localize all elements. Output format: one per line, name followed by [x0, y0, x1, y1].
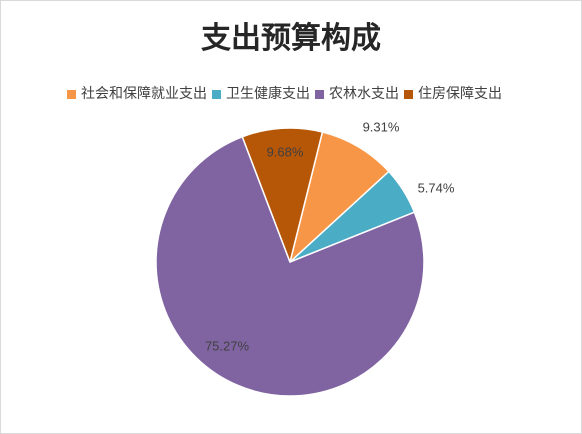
- legend-item-social-security-employment: 社会和保障就业支出: [67, 84, 207, 104]
- data-label-housing-security: 9.68%: [267, 145, 304, 160]
- legend-swatch-health: [212, 89, 221, 99]
- legend-swatch-agriculture-forestry-water: [315, 89, 324, 99]
- data-label-health: 5.74%: [418, 181, 455, 196]
- legend-label-housing-security: 住房保障支出: [418, 86, 502, 102]
- pie-data-labels: 9.31% 5.74% 75.27% 9.68%: [205, 120, 455, 354]
- data-label-agriculture-forestry-water: 75.27%: [205, 339, 250, 354]
- legend-swatch-housing-security: [404, 89, 413, 99]
- pie-slice-agriculture-forestry-water: [155, 136, 425, 397]
- legend-swatch-social-security-employment: [67, 89, 76, 99]
- chart-title: 支出预算构成: [201, 21, 381, 56]
- legend-item-housing-security: 住房保障支出: [404, 84, 502, 104]
- pie-slice-housing-security: [241, 127, 324, 263]
- chart-legend: 社会和保障就业支出 卫生健康支出 农林水支出 住房保障支出: [67, 84, 507, 104]
- legend-label-agriculture-forestry-water: 农林水支出: [329, 86, 399, 102]
- data-label-social-security-employment: 9.31%: [363, 120, 400, 135]
- legend-label-social-security-employment: 社会和保障就业支出: [81, 86, 207, 102]
- legend-label-health: 卫生健康支出: [226, 86, 310, 102]
- pie-slices: [155, 127, 425, 397]
- legend-item-agriculture-forestry-water: 农林水支出: [315, 84, 399, 104]
- legend-item-health: 卫生健康支出: [212, 84, 310, 104]
